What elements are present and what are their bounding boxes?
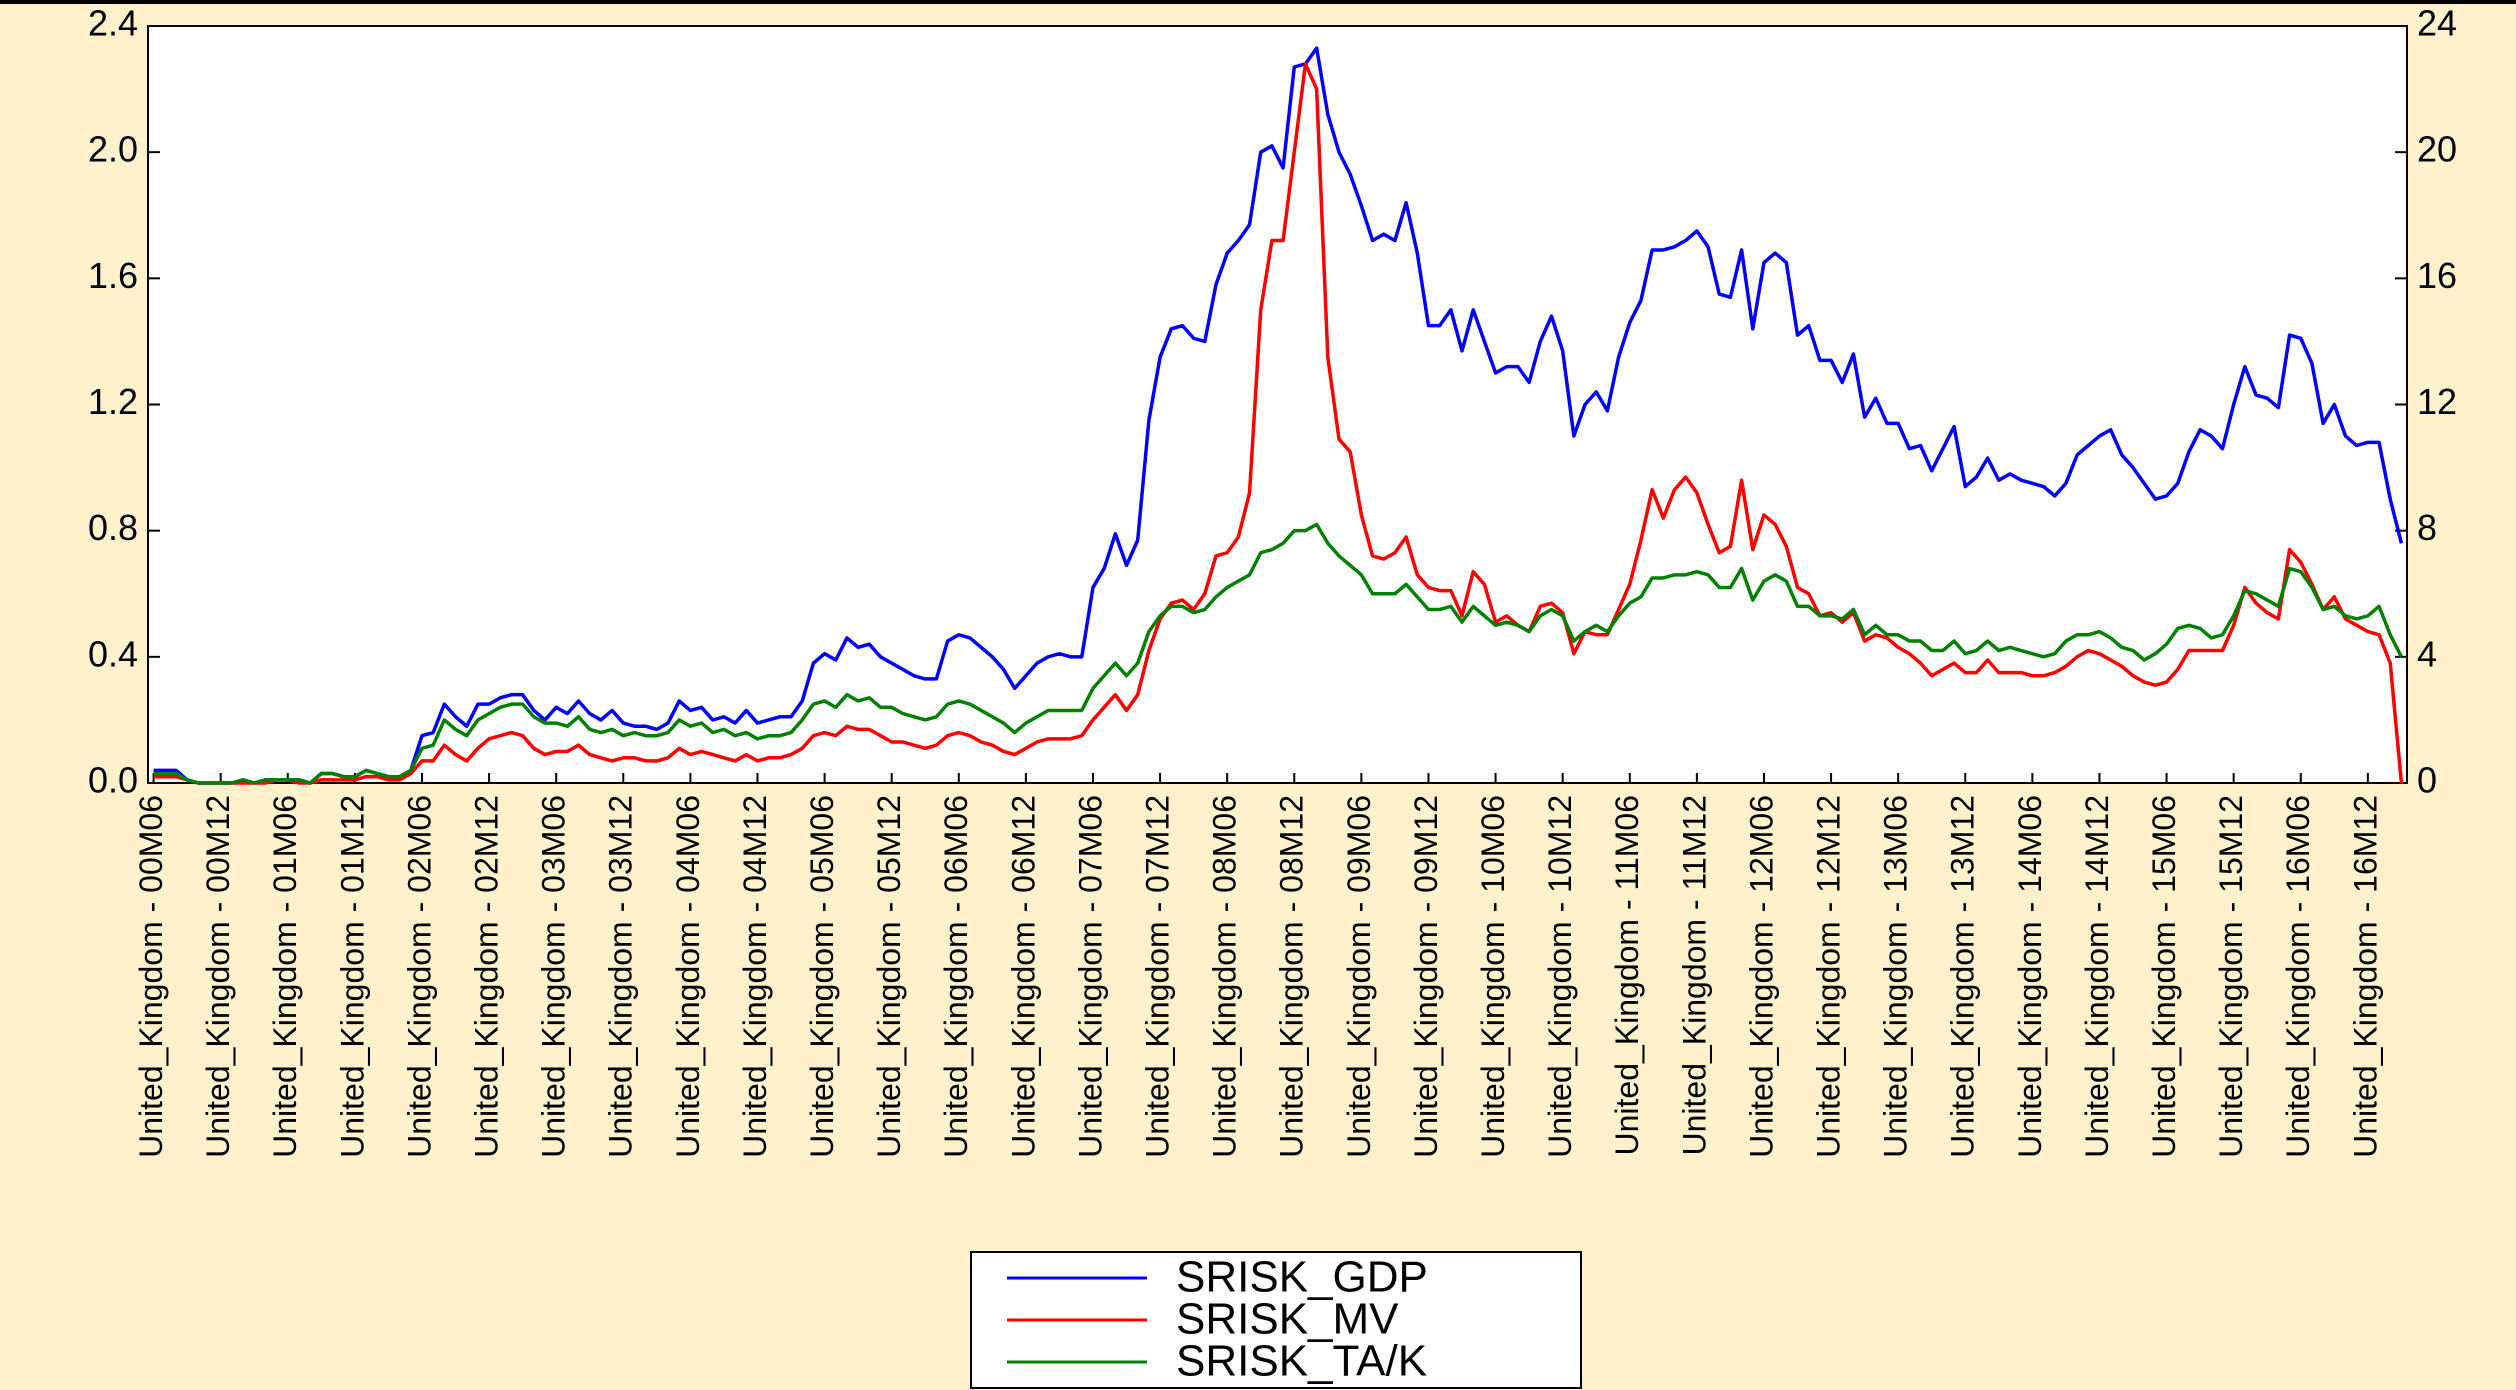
y-tick-label: 0.4 xyxy=(88,633,138,674)
x-tick-label: United_Kingdom - 08M12 xyxy=(1274,795,1310,1158)
x-tick-label: United_Kingdom - 01M12 xyxy=(334,795,370,1158)
x-tick-label: United_Kingdom - 03M06 xyxy=(536,795,572,1158)
x-tick-label: United_Kingdom - 02M12 xyxy=(469,795,505,1158)
y-tick-label: 2.0 xyxy=(88,129,138,170)
x-tick-label: United_Kingdom - 02M06 xyxy=(401,795,437,1158)
top-border xyxy=(0,0,2516,4)
x-tick-label: United_Kingdom - 14M12 xyxy=(2079,795,2115,1158)
x-tick-label: United_Kingdom - 14M06 xyxy=(2012,795,2048,1158)
x-tick-label: United_Kingdom - 00M12 xyxy=(200,795,236,1158)
y-tick-label: 2.4 xyxy=(88,3,138,44)
y-tick-label: 1.6 xyxy=(88,255,138,296)
x-tick-label: United_Kingdom - 06M06 xyxy=(938,795,974,1158)
x-tick-label: United_Kingdom - 10M06 xyxy=(1475,795,1511,1158)
y2-tick-label: 12 xyxy=(2417,381,2457,422)
x-tick-label: United_Kingdom - 10M12 xyxy=(1542,795,1578,1158)
x-tick-label: United_Kingdom - 16M06 xyxy=(2280,795,2316,1158)
series-line xyxy=(153,46,2404,785)
x-tick-label: United_Kingdom - 13M12 xyxy=(1945,795,1981,1158)
y-tick-label: 1.2 xyxy=(88,381,138,422)
x-tick-label: United_Kingdom - 04M06 xyxy=(670,795,706,1158)
x-tick-label: United_Kingdom - 11M12 xyxy=(1676,795,1712,1156)
x-tick-label: United_Kingdom - 05M12 xyxy=(871,795,907,1158)
x-tick-label: United_Kingdom - 09M06 xyxy=(1341,795,1377,1158)
x-tick-label: United_Kingdom - 05M06 xyxy=(804,795,840,1158)
legend-label: SRISK_TA/K xyxy=(1176,1337,1427,1386)
y2-tick-label: 8 xyxy=(2417,507,2437,548)
y2-tick-label: 4 xyxy=(2417,633,2437,674)
y-tick-label: 0.8 xyxy=(88,507,138,548)
series-line xyxy=(153,522,2403,785)
y2-tick-label: 16 xyxy=(2417,255,2457,296)
y2-tick-label: 24 xyxy=(2417,3,2457,44)
x-tick-label: United_Kingdom - 06M12 xyxy=(1005,795,1041,1158)
x-tick-label: United_Kingdom - 07M06 xyxy=(1072,795,1108,1158)
x-tick-label: United_Kingdom - 12M06 xyxy=(1743,795,1779,1158)
x-tick-label: United_Kingdom - 08M06 xyxy=(1207,795,1243,1158)
y2-tick-label: 0 xyxy=(2417,760,2437,801)
x-tick-label: United_Kingdom - 04M12 xyxy=(737,795,773,1158)
series-line xyxy=(153,62,2404,785)
x-tick-label: United_Kingdom - 16M12 xyxy=(2347,795,2383,1158)
x-tick-label: United_Kingdom - 03M12 xyxy=(603,795,639,1158)
x-tick-label: United_Kingdom - 00M06 xyxy=(133,795,169,1158)
legend-label: SRISK_MV xyxy=(1176,1295,1399,1344)
x-tick-label: United_Kingdom - 11M06 xyxy=(1609,795,1645,1156)
x-tick-label: United_Kingdom - 13M06 xyxy=(1878,795,1914,1158)
legend-label: SRISK_GDP xyxy=(1176,1253,1428,1302)
x-tick-label: United_Kingdom - 15M06 xyxy=(2146,795,2182,1158)
plot-area xyxy=(147,25,2408,784)
x-tick-label: United_Kingdom - 07M12 xyxy=(1140,795,1176,1158)
x-tick-label: United_Kingdom - 15M12 xyxy=(2213,795,2249,1158)
x-tick-label: United_Kingdom - 09M12 xyxy=(1408,795,1444,1158)
y-tick-label: 0.0 xyxy=(88,760,138,801)
x-tick-label: United_Kingdom - 12M12 xyxy=(1811,795,1847,1158)
y2-tick-label: 20 xyxy=(2417,129,2457,170)
x-tick-label: United_Kingdom - 01M06 xyxy=(267,795,303,1158)
